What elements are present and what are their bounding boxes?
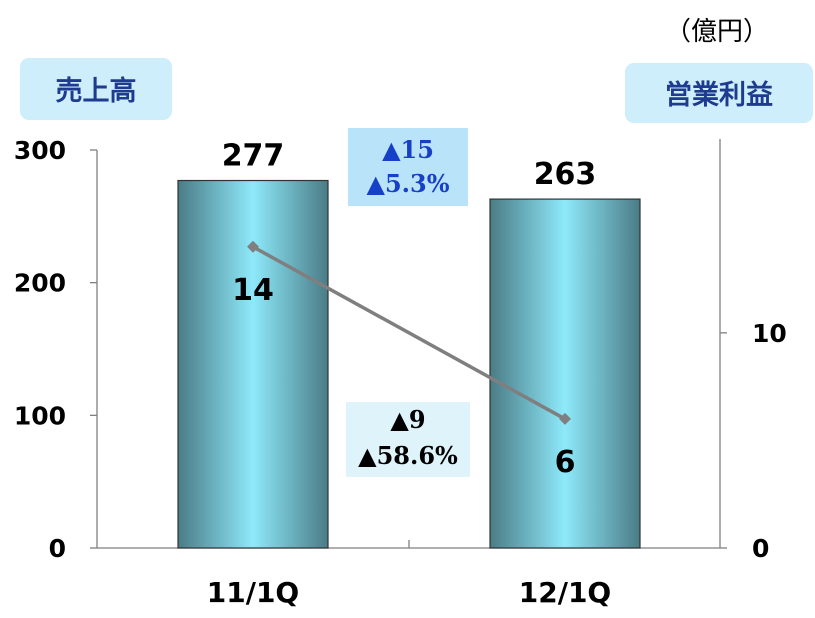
- profit-change-amount: ▲9: [390, 405, 425, 434]
- units-label: （億円）: [665, 17, 769, 47]
- sales-change-amount: ▲15: [382, 135, 434, 164]
- left-tick-label: 0: [49, 534, 66, 563]
- sales-bar: [177, 179, 329, 549]
- sales-change-percent: ▲5.3%: [366, 169, 449, 198]
- left-tick-label: 300: [14, 136, 66, 165]
- sales-change-bg: [348, 128, 468, 206]
- category-labels: 11/1Q 12/1Q: [207, 576, 611, 609]
- left-axis-tag: 売上高: [56, 75, 137, 107]
- right-axis-ticks: 0 10: [720, 319, 787, 563]
- left-axis-tag-bg: [20, 58, 172, 120]
- right-tick-label: 10: [752, 319, 787, 348]
- right-axis-tag: 営業利益: [665, 79, 773, 111]
- profit-line-path: [252, 245, 566, 421]
- profit-change-bg: [346, 402, 470, 477]
- profit-point: [247, 240, 259, 253]
- profit-point: [559, 412, 571, 425]
- sales-bar-label: 277: [222, 139, 285, 174]
- profit-change-box: ▲9 ▲58.6%: [346, 402, 470, 477]
- category-label: 11/1Q: [207, 576, 299, 609]
- profit-point-label: 14: [232, 273, 274, 308]
- left-tick-label: 200: [14, 269, 66, 298]
- left-axis-ticks: 0 100 200 300: [14, 136, 97, 563]
- sales-bars: 277 263: [177, 139, 641, 549]
- operating-profit-line: 14 6: [232, 240, 576, 480]
- right-axis-tag-bg: [625, 63, 813, 123]
- profit-point-label: 6: [555, 445, 576, 480]
- left-tick-label: 100: [14, 401, 66, 430]
- sales-bar-label: 263: [534, 157, 597, 192]
- sales-change-box: ▲15 ▲5.3%: [348, 128, 468, 206]
- category-label: 12/1Q: [519, 576, 611, 609]
- sales-bar: [489, 198, 641, 549]
- right-tick-label: 0: [752, 534, 769, 563]
- profit-change-percent: ▲58.6%: [358, 441, 458, 470]
